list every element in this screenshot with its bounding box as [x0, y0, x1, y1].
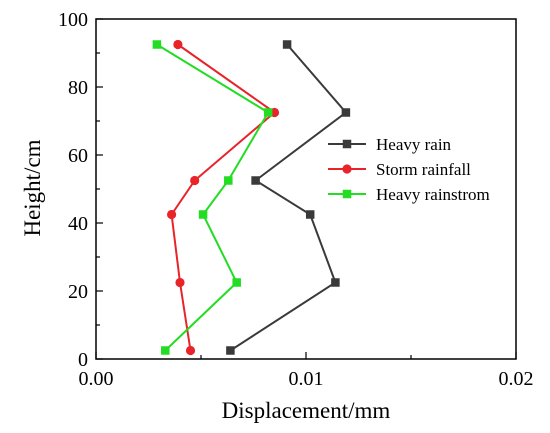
legend-label: Heavy rainstrom: [376, 185, 490, 204]
legend-marker: [342, 139, 352, 149]
axis-ticks: 0.00 0.01 0.02 0 20 40 60 80 100: [58, 9, 534, 390]
legend-label: Heavy rain: [376, 135, 452, 154]
legend-marker: [342, 189, 352, 199]
x-tick-label: 0.01: [289, 368, 324, 390]
legend-item: Storm rainfall: [328, 160, 471, 179]
x-axis-title: Displacement/mm: [222, 398, 391, 423]
y-tick-label: 80: [68, 77, 88, 99]
series-line: [229, 43, 348, 352]
series-1: [226, 40, 351, 355]
data-point: [167, 209, 177, 220]
data-point: [185, 345, 196, 356]
series-3: [152, 40, 273, 355]
data-point: [305, 210, 315, 219]
y-axis-title: Height/cm: [20, 139, 45, 236]
legend-marker: [342, 164, 352, 174]
legend: Heavy rain Storm rainfall Heavy rainstrom: [328, 135, 490, 204]
x-tick-label: 0.02: [499, 368, 534, 390]
series-layer: [152, 39, 351, 356]
y-tick-label: 40: [68, 213, 88, 235]
legend-label: Storm rainfall: [376, 160, 471, 179]
data-point: [175, 277, 185, 288]
data-point: [161, 346, 170, 355]
data-point: [251, 176, 260, 185]
data-point: [263, 108, 273, 117]
legend-item: Heavy rainstrom: [328, 185, 490, 204]
y-tick-label: 0: [78, 349, 88, 371]
data-point: [282, 40, 292, 49]
series-line: [170, 43, 277, 351]
data-point: [190, 175, 200, 186]
data-point: [331, 278, 340, 287]
data-point: [198, 210, 208, 219]
data-point: [226, 346, 235, 355]
series-2: [167, 39, 280, 356]
data-point: [152, 40, 162, 49]
data-point: [224, 176, 233, 185]
series-line: [156, 43, 270, 352]
data-point: [232, 278, 241, 287]
y-tick-label: 60: [68, 145, 88, 167]
y-tick-label: 100: [58, 9, 88, 31]
y-tick-label: 20: [68, 281, 88, 303]
legend-item: Heavy rain: [328, 135, 452, 154]
data-point: [341, 108, 351, 117]
x-tick-label: 0.00: [79, 368, 114, 390]
data-point: [173, 39, 183, 50]
